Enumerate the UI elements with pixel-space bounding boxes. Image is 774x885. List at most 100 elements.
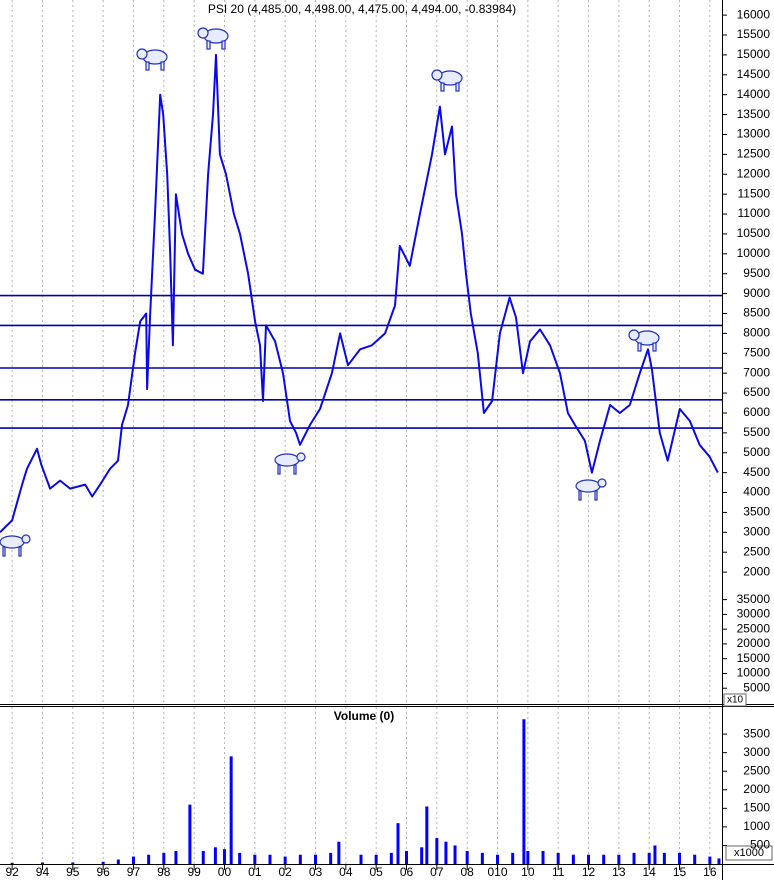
x-tick-label: 03 [309,865,323,879]
volume-bar [444,841,448,864]
volume-bar [174,851,178,864]
x-tick-label: 10 [521,865,535,879]
volume-bar [541,851,545,864]
volume-bar [647,852,651,864]
volume-bar [238,852,242,864]
volume-bar [389,852,393,864]
volume-bar [708,856,712,864]
x-tick-label: 01 [248,865,262,879]
icons [0,27,660,557]
y-tick-label: 1500 [743,800,770,814]
y-tick-label: 2500 [743,544,770,558]
y-tick-label: 8500 [743,306,770,320]
scale-label: x1000 [734,847,764,859]
x-tick-label: 97 [127,865,141,879]
y-tick-label: 4000 [743,485,770,499]
volume-bar [587,854,591,864]
volume-bar [693,854,697,864]
scale-box [725,845,773,861]
y-tick-label: 7500 [743,345,770,359]
y-tick-label: 2500 [743,763,770,777]
x-tick-label: 02 [278,865,292,879]
x-tick-label: 14 [643,865,657,879]
volume-bar [201,851,205,864]
volume-bar [268,854,272,864]
volume-bar [329,852,333,864]
y-tick-label: 9000 [743,286,770,300]
volume-bar [571,854,575,864]
x-tick-label: 92 [5,865,19,879]
volume-bar [717,858,721,864]
volume-bar [71,862,75,864]
volume-bar [435,838,439,864]
x-tick-label: 06 [400,865,414,879]
y-tick-label: 5500 [743,425,770,439]
volume-bar [632,852,636,864]
volume-bar [405,851,409,864]
volume-bar [313,854,317,864]
chart-title: PSI 20 (4,485.00, 4,498.00, 4,475.00, 4,… [208,2,516,16]
y-tick-label: 3000 [743,524,770,538]
y-tick-label: 12000 [737,166,771,180]
y-tick-label: 6000 [743,405,770,419]
bear-icon [628,329,660,352]
volume-bar [425,806,429,864]
volume-bar [222,849,226,864]
x-tick-label: 04 [339,865,353,879]
volume-bar [556,852,560,864]
y-tick-label: 2000 [743,564,770,578]
volume-bar [213,847,217,864]
y-tick-label: 15000 [737,47,771,61]
y-tick-label: 10000 [737,246,771,260]
y-tick-label: 2000 [743,782,770,796]
y-tick-label: 500 [750,838,770,852]
y-tick-label: 7000 [743,365,770,379]
x-tick-label: 96 [96,865,110,879]
y-tick-label: 16000 [737,7,771,21]
volume-bar [337,841,341,864]
volume-bar [662,852,666,864]
x-tick-label: 010 [487,865,507,879]
y-tick-label: 1000 [743,819,770,833]
volume-bar [162,852,166,864]
y-tick-label: 12500 [737,147,771,161]
x-tick-label: 13 [612,865,626,879]
volume-bar [602,854,606,864]
bear-icon [197,27,229,50]
y-tick-label: 8000 [743,326,770,340]
x-tick-label: 07 [430,865,444,879]
bull-icon [575,478,607,501]
y-tick-label: 11500 [738,186,771,200]
panel-title: Volume (0) [334,709,394,723]
x-tick-label: 15 [673,865,687,879]
y-tick-label: 15500 [737,27,771,41]
volume-bar [465,851,469,864]
volume-bar [396,823,400,864]
y-tick-label: 10000 [737,666,771,680]
y-tick-label: 9500 [743,266,770,280]
y-tick-label: 10500 [737,226,771,240]
x-tick-label: 08 [460,865,474,879]
volume-bar [116,859,120,864]
volume-bar [678,852,682,864]
marks [0,53,722,864]
x-tick-label: 16 [703,865,717,879]
x-tick-label: 98 [157,865,171,879]
y-tick-label: 20000 [737,636,771,650]
volume-bar [526,851,530,864]
y-tick-label: 3500 [743,505,770,519]
volume-bar [298,854,302,864]
bull-icon [0,534,31,557]
volume-bar [10,862,14,864]
volume-bar [511,852,515,864]
y-tick-label: 5000 [743,445,770,459]
volume-bar [147,854,151,864]
volume-bar [359,854,363,864]
y-tick-label: 4500 [743,465,770,479]
volume-bar [496,854,500,864]
price-line [0,53,719,534]
x-tick-label: 94 [36,865,50,879]
scale-label: x10 [727,695,744,706]
scale-box [723,693,747,707]
